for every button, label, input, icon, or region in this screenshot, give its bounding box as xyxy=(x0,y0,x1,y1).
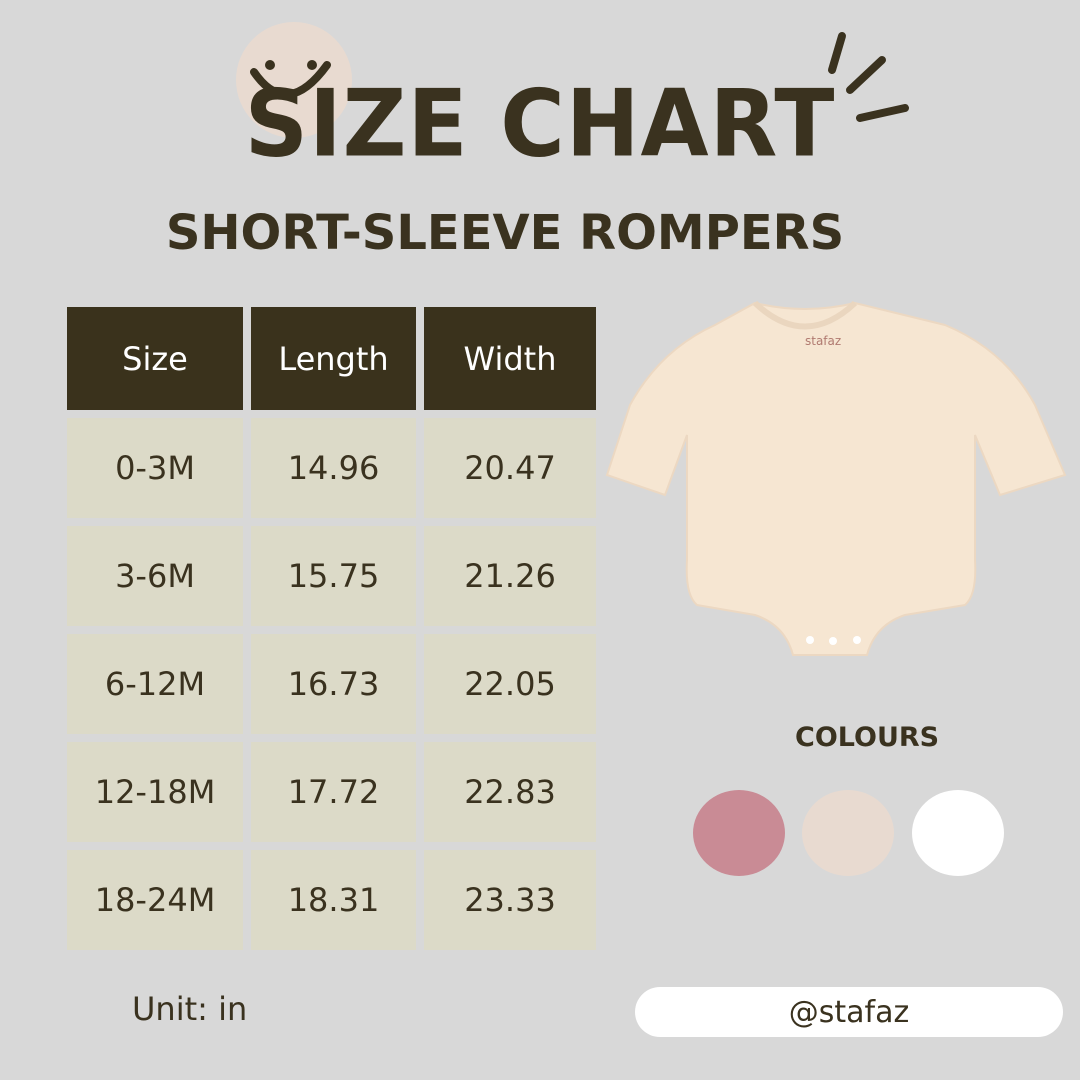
colour-swatch-white[interactable] xyxy=(912,790,1004,876)
table-cell: 6-12M xyxy=(67,634,243,734)
table-cell: 21.26 xyxy=(424,526,596,626)
romper-image: stafaz xyxy=(605,295,1075,679)
sparkle-lines-icon xyxy=(820,30,915,134)
table-cell: 12-18M xyxy=(67,742,243,842)
table-cell: 15.75 xyxy=(251,526,416,626)
romper-brand-label: stafaz xyxy=(805,334,841,348)
colours-title: COLOURS xyxy=(795,722,940,753)
unit-label: Unit: in xyxy=(132,990,248,1028)
table-cell: 3-6M xyxy=(67,526,243,626)
table-cell: 23.33 xyxy=(424,850,596,950)
page-subtitle: SHORT-SLEEVE ROMPERS xyxy=(165,205,845,261)
table-cell: 17.72 xyxy=(251,742,416,842)
table-cell: 16.73 xyxy=(251,634,416,734)
social-handle[interactable]: @stafaz xyxy=(635,987,1063,1037)
table-cell: 0-3M xyxy=(67,418,243,518)
table-cell: 18.31 xyxy=(251,850,416,950)
header-length: Length xyxy=(251,307,416,410)
table-cell: 18-24M xyxy=(67,850,243,950)
header-width: Width xyxy=(424,307,596,410)
page-title: SIZE CHART xyxy=(244,69,836,178)
table-cell: 22.83 xyxy=(424,742,596,842)
smiley-face-icon xyxy=(232,20,357,144)
handle-text: @stafaz xyxy=(788,994,910,1030)
table-cell: 14.96 xyxy=(251,418,416,518)
table-cell: 20.47 xyxy=(424,418,596,518)
colour-swatch-beige[interactable] xyxy=(802,790,894,876)
colour-swatch-pink[interactable] xyxy=(693,790,785,876)
table-cell: 22.05 xyxy=(424,634,596,734)
header-size: Size xyxy=(67,307,243,410)
